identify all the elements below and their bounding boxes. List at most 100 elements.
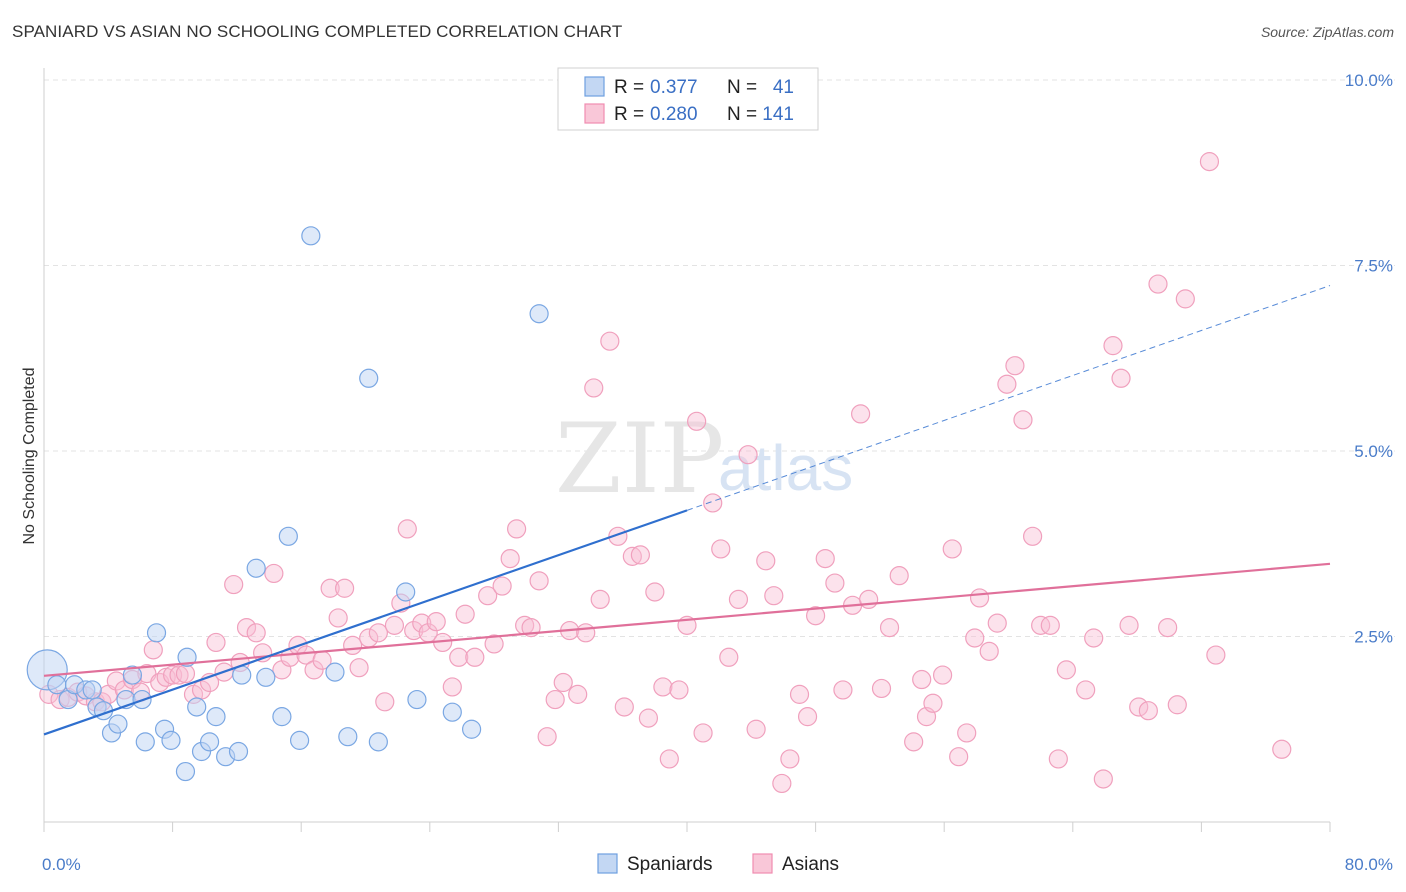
chart-source: Source: ZipAtlas.com	[1260, 24, 1394, 40]
asian-point-102	[851, 404, 871, 424]
trend-lines	[43, 285, 1331, 736]
asian-point-141	[1272, 739, 1292, 759]
legend-r-value-2: 0.280	[650, 104, 698, 125]
spaniard-point-9	[108, 714, 128, 734]
asian-point-68	[568, 684, 588, 704]
asian-point-77	[638, 708, 659, 728]
asian-point-40	[349, 658, 369, 678]
asian-point-66	[553, 672, 573, 693]
chart-title: SPANIARD VS ASIAN NO SCHOOLING COMPLETED…	[12, 22, 623, 41]
asian-point-137	[1167, 695, 1187, 715]
asian-point-39	[343, 635, 363, 656]
asian-point-99	[825, 573, 845, 593]
x-tick-label-1: 80.0%	[1345, 855, 1393, 874]
asian-point-50	[426, 612, 446, 632]
asian-point-104	[871, 678, 892, 699]
asian-point-88	[728, 589, 749, 610]
asian-point-22	[206, 632, 226, 653]
asian-point-60	[507, 519, 527, 539]
spaniard-point-14	[146, 623, 167, 643]
asian-point-94	[780, 749, 800, 769]
asian-point-13	[143, 640, 163, 660]
y-axis-title: No Schooling Completed	[21, 368, 38, 545]
spaniard-point-31	[301, 226, 321, 246]
asian-point-74	[614, 697, 634, 717]
spaniard-point-17	[175, 761, 196, 782]
asian-point-129	[1093, 769, 1113, 789]
asian-point-100	[833, 680, 853, 700]
bottom-legend-asians: Asians	[782, 854, 839, 875]
bottom-legend-spaniards: Spaniards	[627, 854, 713, 875]
bottom-legend: Spaniards Asians	[597, 853, 839, 875]
asian-point-115	[965, 628, 985, 648]
asian-point-112	[942, 539, 962, 559]
asian-point-71	[590, 589, 610, 610]
asian-point-85	[703, 493, 723, 513]
asian-point-107	[904, 732, 924, 752]
asian-point-47	[404, 620, 424, 641]
asian-point-128	[1084, 628, 1104, 648]
asian-point-53	[449, 647, 469, 667]
asian-point-121	[1013, 410, 1033, 430]
asian-point-133	[1129, 697, 1149, 717]
asian-point-42	[368, 623, 388, 643]
asian-point-83	[687, 411, 707, 431]
spaniard-point-39	[461, 719, 482, 739]
spaniard-point-30	[289, 730, 310, 750]
spaniards-trend-extension	[686, 285, 1331, 511]
legend-r-label-2: R =	[614, 104, 644, 125]
asian-point-120	[1005, 356, 1025, 376]
asian-point-125	[1048, 749, 1068, 769]
asian-point-139	[1199, 152, 1220, 172]
asian-point-90	[746, 719, 766, 739]
asian-point-106	[889, 566, 909, 586]
bottom-legend-swatch-asians	[752, 853, 773, 874]
asian-point-38	[335, 578, 355, 598]
spaniard-point-37	[407, 689, 427, 710]
asian-point-98	[815, 548, 835, 569]
asian-point-75	[622, 546, 642, 566]
legend-r-label-1: R =	[614, 77, 644, 98]
asian-point-135	[1148, 274, 1168, 294]
asian-point-81	[669, 680, 689, 700]
asian-point-95	[789, 684, 810, 704]
asian-point-58	[492, 576, 512, 596]
asian-point-55	[465, 647, 485, 667]
asian-point-37	[328, 608, 348, 628]
asian-point-127	[1076, 680, 1096, 700]
asian-point-114	[957, 723, 977, 743]
asian-point-124	[1040, 615, 1060, 635]
asian-point-76	[630, 545, 650, 565]
bottom-legend-swatch-spaniards	[597, 853, 618, 874]
asian-point-18	[175, 663, 196, 684]
spaniard-point-32	[325, 662, 345, 682]
spaniard-point-1	[47, 675, 67, 695]
asian-point-91	[756, 551, 776, 571]
asian-point-44	[384, 615, 405, 635]
spaniard-point-35	[368, 732, 388, 752]
spaniard-point-34	[359, 368, 379, 388]
asian-point-72	[600, 331, 620, 351]
asian-point-34	[304, 660, 324, 680]
asian-point-65	[545, 689, 565, 710]
spaniard-point-38	[442, 702, 462, 722]
asian-point-78	[645, 582, 665, 602]
legend-swatch-spaniards	[584, 76, 605, 97]
spaniards-points	[26, 226, 549, 782]
asian-point-108	[912, 669, 932, 690]
asian-point-103	[859, 589, 879, 610]
y-tick-label-2: 7.5%	[1354, 257, 1393, 276]
asian-point-24	[224, 574, 244, 595]
asians-trend-line	[43, 562, 1331, 677]
asian-point-89	[738, 445, 758, 465]
legend-box: R = 0.377 N = 41 R = 0.280 N = 141	[557, 67, 819, 131]
asian-point-117	[979, 641, 999, 661]
asian-point-17	[169, 665, 189, 685]
spaniard-point-16	[161, 730, 181, 750]
asian-point-63	[529, 571, 549, 591]
asian-point-116	[969, 588, 990, 608]
asian-point-54	[455, 604, 475, 624]
asian-point-123	[1031, 615, 1051, 635]
asian-point-69	[576, 623, 596, 643]
